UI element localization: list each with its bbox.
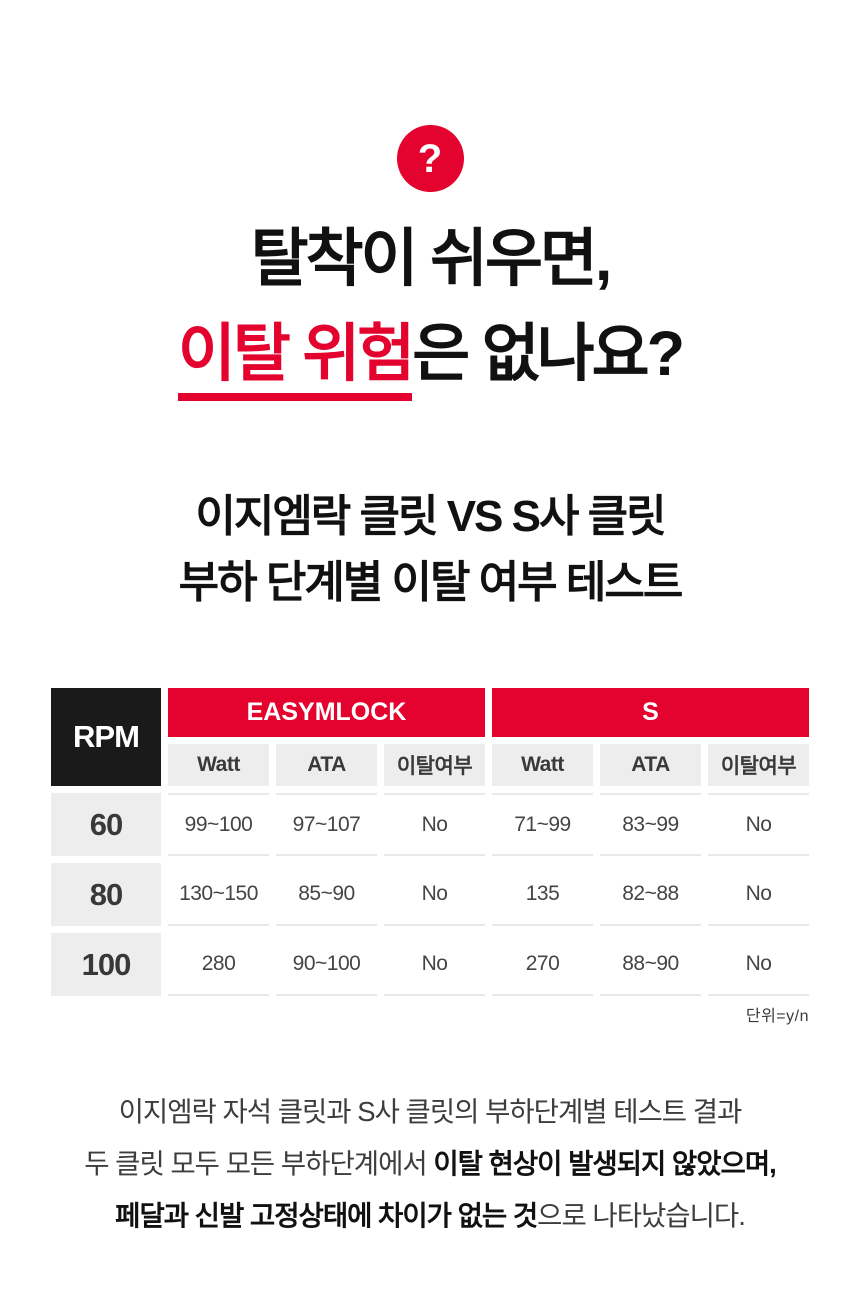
- subtitle-line2: 부하 단계별 이탈 여부 테스트: [178, 558, 684, 607]
- summary-line2-regular: 두 클릿 모두 모든 부하단계에서: [84, 1148, 434, 1179]
- unit-note: 단위=y/n: [745, 1008, 809, 1025]
- table-cell: 71~99: [492, 793, 593, 856]
- rpm-cell: 80: [51, 863, 161, 926]
- summary-line1: 이지엠락 자석 클릿과 S사 클릿의 부하단계별 테스트 결과: [118, 1096, 743, 1127]
- table-cell: 270: [492, 933, 593, 996]
- col-header-easymlock-release: 이탈여부: [384, 744, 485, 786]
- table-cell: 85~90: [276, 863, 377, 926]
- table-cell: 280: [168, 933, 269, 996]
- table-cell: 97~107: [276, 793, 377, 856]
- table-cell: No: [384, 793, 485, 856]
- table-cell: 83~99: [600, 793, 701, 856]
- table-cell: 82~88: [600, 863, 701, 926]
- question-mark-glyph: ?: [417, 136, 443, 181]
- title-line1: 탈착이 쉬우면,: [250, 224, 613, 294]
- table-cell: 90~100: [276, 933, 377, 996]
- col-header-s-ata: ATA: [600, 744, 701, 786]
- table-cell: No: [384, 863, 485, 926]
- summary-line2-bold: 이탈 현상이 발생되지 않았으며,: [433, 1148, 776, 1179]
- subtitle-line1: 이지엠락 클릿 VS S사 클릿: [195, 492, 666, 541]
- table-cell: No: [708, 933, 809, 996]
- summary-paragraph: 이지엠락 자석 클릿과 S사 클릿의 부하단계별 테스트 결과 두 클릿 모두 …: [0, 1086, 860, 1242]
- comparison-table: RPM EASYMLOCK S Watt ATA 이탈여부 Watt ATA 이…: [51, 688, 809, 996]
- col-header-s-release: 이탈여부: [708, 744, 809, 786]
- page-title: 탈착이 쉬우면, 이탈 위험은 없나요?: [0, 212, 860, 402]
- col-header-easymlock-watt: Watt: [168, 744, 269, 786]
- table-cell: 130~150: [168, 863, 269, 926]
- col-header-easymlock-ata: ATA: [276, 744, 377, 786]
- group-header-s: S: [492, 688, 809, 737]
- table-cell: 99~100: [168, 793, 269, 856]
- rpm-cell: 60: [51, 793, 161, 856]
- table-cell: No: [708, 863, 809, 926]
- title-highlight: 이탈 위험: [177, 319, 415, 401]
- table-cell: 88~90: [600, 933, 701, 996]
- summary-line3-bold: 페달과 신발 고정상태에 차이가 없는 것: [115, 1200, 538, 1231]
- section-subtitle: 이지엠락 클릿 VS S사 클릿 부하 단계별 이탈 여부 테스트: [0, 484, 860, 616]
- group-header-easymlock: EASYMLOCK: [168, 688, 485, 737]
- table-cell: No: [384, 933, 485, 996]
- rpm-cell: 100: [51, 933, 161, 996]
- col-header-s-watt: Watt: [492, 744, 593, 786]
- question-mark-icon: ?: [396, 125, 464, 192]
- table-cell: No: [708, 793, 809, 856]
- summary-line3-regular: 으로 나타났습니다.: [537, 1200, 746, 1231]
- table-cell: 135: [492, 863, 593, 926]
- rpm-header-cell: RPM: [51, 688, 161, 786]
- title-line2-rest: 은 없나요?: [412, 319, 685, 389]
